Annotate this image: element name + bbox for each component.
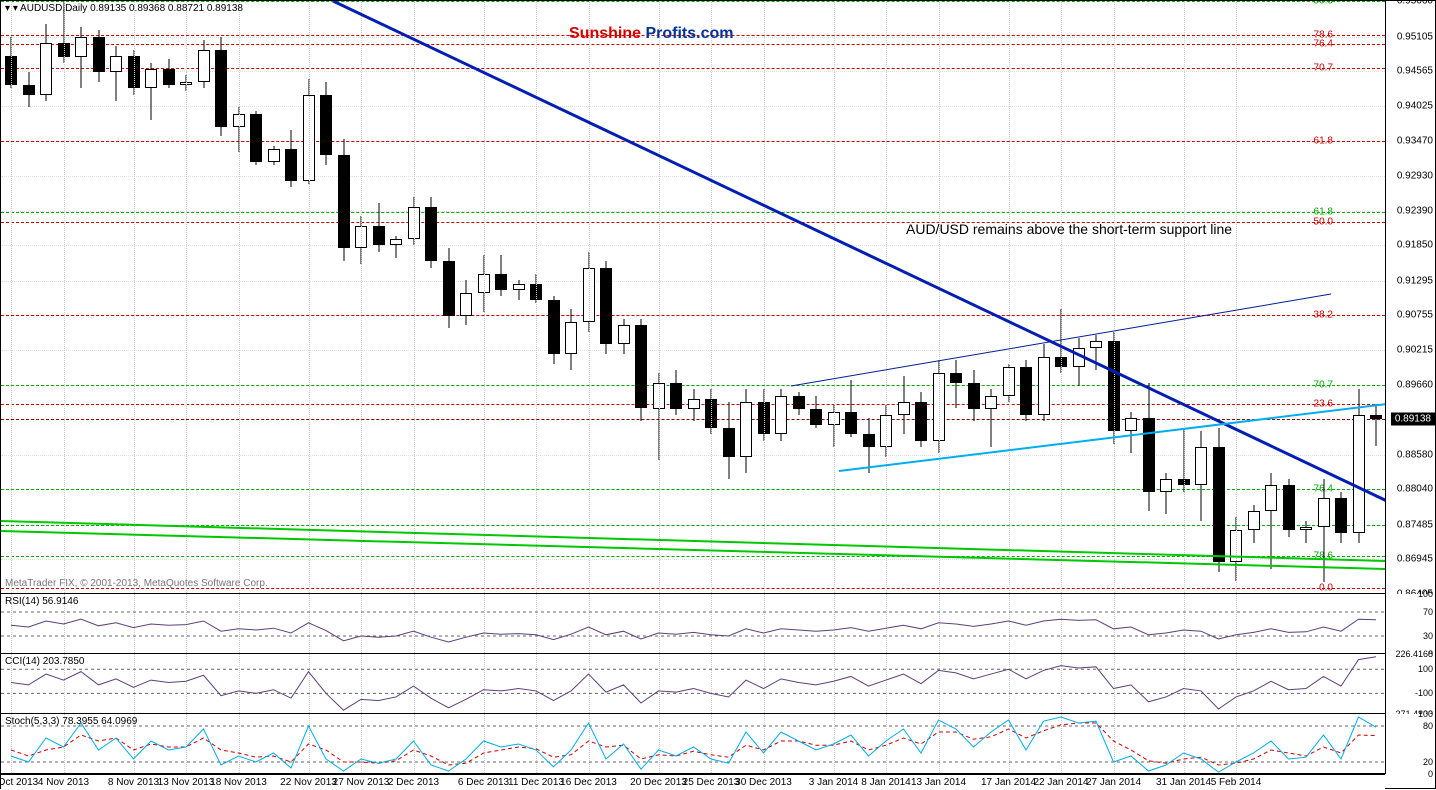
fib-line <box>1 385 1385 386</box>
dropdown-triangle-icon[interactable]: ▾ <box>5 3 10 14</box>
fib-label: 50.0 <box>1314 1 1333 7</box>
fib-label: 76.4 <box>1314 38 1333 49</box>
fib-line <box>1 489 1385 490</box>
indicator-ytick: 0 <box>1428 769 1433 779</box>
time-xtick: 16 Dec 2013 <box>560 777 617 788</box>
trendlines-overlay <box>1 1 1385 594</box>
watermark-part-a: Sunshine <box>569 25 641 42</box>
price-ytick: 0.87485 <box>1397 519 1433 530</box>
indicator-ytick: 100 <box>1418 664 1433 674</box>
indicator-ytick: 70 <box>1423 607 1433 617</box>
time-xtick: 18 Nov 2013 <box>210 777 267 788</box>
indicator-ytick: 226.4168 <box>1395 649 1433 659</box>
fib-line <box>1 556 1385 557</box>
time-xtick: 4 Nov 2013 <box>38 777 89 788</box>
time-xtick: 25 Dec 2013 <box>683 777 740 788</box>
cci-panel[interactable]: CCI(14) 203.7850 <box>1 654 1385 714</box>
time-xtick: 2 Dec 2013 <box>388 777 439 788</box>
fib-line <box>1 141 1385 142</box>
time-xtick: 27 Nov 2013 <box>333 777 390 788</box>
fib-label: 70.7 <box>1314 62 1333 73</box>
price-ytick: 0.90755 <box>1397 310 1433 321</box>
price-ytick: 0.91295 <box>1397 275 1433 286</box>
price-ytick: 0.94025 <box>1397 100 1433 111</box>
price-ytick: 0.89660 <box>1397 380 1433 391</box>
cci-svg <box>1 654 1385 714</box>
symbol-text: ▾ AUDUSD,Daily 0.89135 0.89368 0.88721 0… <box>13 3 243 14</box>
time-xtick: 31 Jan 2014 <box>1156 777 1211 788</box>
price-ytick: 0.93470 <box>1397 136 1433 147</box>
time-xtick: 11 Dec 2013 <box>508 777 564 788</box>
stoch-label: Stoch(5,3,3) 78.3955 64.0969 <box>5 716 137 727</box>
price-ytick: 0.95105 <box>1397 31 1433 42</box>
fib-label: 0.0 <box>1319 582 1333 593</box>
indicator-ytick: 20 <box>1423 757 1433 767</box>
rsi-yaxis: 10070300 <box>1385 594 1435 654</box>
fib-label: 38.2 <box>1314 310 1333 321</box>
current-price-flag: 0.89138 <box>1391 412 1435 425</box>
time-xtick: 22 Nov 2013 <box>280 777 337 788</box>
symbol-title: ▾ ▾ AUDUSD,Daily 0.89135 0.89368 0.88721… <box>5 3 243 14</box>
time-xtick: 30 Dec 2013 <box>735 777 792 788</box>
fib-line <box>1 44 1385 45</box>
time-xtick: 17 Jan 2014 <box>981 777 1036 788</box>
fib-label: 23.6 <box>1314 399 1333 410</box>
time-xtick: 6 Dec 2013 <box>458 777 509 788</box>
price-ytick: 0.88040 <box>1397 484 1433 495</box>
stoch-yaxis: 10080200 <box>1385 714 1435 774</box>
stoch-panel[interactable]: Stoch(5,3,3) 78.3955 64.0969 <box>1 714 1385 774</box>
time-xtick: 22 Jan 2014 <box>1033 777 1088 788</box>
price-yaxis: 0.95660 0.95105 0.94565 0.94025 0.93470 0.929… <box>1385 1 1435 594</box>
time-xtick: 13 Nov 2013 <box>158 777 215 788</box>
chart-container: ▾ ▾ AUDUSD,Daily 0.89135 0.89368 0.88721… <box>0 0 1436 789</box>
time-xaxis: 30 Oct 20134 Nov 2013 8 Nov 201313 Nov 20… <box>1 774 1385 790</box>
indicator-ytick: 100 <box>1418 709 1433 719</box>
time-xtick: 3 Jan 2014 <box>809 777 859 788</box>
time-xtick: 20 Dec 2013 <box>630 777 687 788</box>
fib-line <box>1 315 1385 316</box>
watermark: Sunshine Profits.com <box>569 25 733 43</box>
price-ytick: 0.92390 <box>1397 205 1433 216</box>
stoch-svg <box>1 714 1385 774</box>
rsi-label: RSI(14) 56.9146 <box>5 596 78 607</box>
indicator-ytick: 30 <box>1423 631 1433 641</box>
annotation-text: AUD/USD remains above the short-term sup… <box>906 221 1232 237</box>
fib-label: 70.7 <box>1314 380 1333 391</box>
fib-line <box>1 212 1385 213</box>
price-ytick: 0.92930 <box>1397 170 1433 181</box>
time-xtick: 27 Jan 2014 <box>1086 777 1141 788</box>
time-xtick: 30 Oct 2013 <box>0 777 38 788</box>
time-xtick: 8 Jan 2014 <box>861 777 911 788</box>
fib-line <box>1 1 1385 2</box>
price-ytick: 0.90215 <box>1397 344 1433 355</box>
price-ytick: 0.88580 <box>1397 449 1433 460</box>
price-ytick: 0.94565 <box>1397 66 1433 77</box>
time-xtick: 8 Nov 2013 <box>108 777 159 788</box>
indicator-ytick: 100 <box>1418 589 1433 599</box>
watermark-part-b: Profits.com <box>641 25 733 42</box>
rsi-svg <box>1 594 1385 654</box>
time-xtick: 13 Jan 2014 <box>911 777 966 788</box>
fib-line <box>1 525 1385 526</box>
copyright-text: MetaTrader FIX, © 2001-2013, MetaQuotes … <box>5 578 268 589</box>
fib-label: 61.8 <box>1314 136 1333 147</box>
indicator-ytick: -100 <box>1415 688 1433 698</box>
cci-label: CCI(14) 203.7850 <box>5 656 85 667</box>
indicator-ytick: 80 <box>1423 721 1433 731</box>
time-xtick: 5 Feb 2014 <box>1211 777 1262 788</box>
price-ytick: 0.86945 <box>1397 554 1433 565</box>
rsi-panel[interactable]: RSI(14) 56.9146 <box>1 594 1385 654</box>
cci-yaxis: 226.4168100-100-271.4823 <box>1385 654 1435 714</box>
price-panel[interactable]: ▾ ▾ AUDUSD,Daily 0.89135 0.89368 0.88721… <box>1 1 1385 594</box>
fib-label: 50.0 <box>1314 216 1333 227</box>
price-ytick: 0.91850 <box>1397 240 1433 251</box>
price-ytick: 0.95660 <box>1397 0 1433 7</box>
